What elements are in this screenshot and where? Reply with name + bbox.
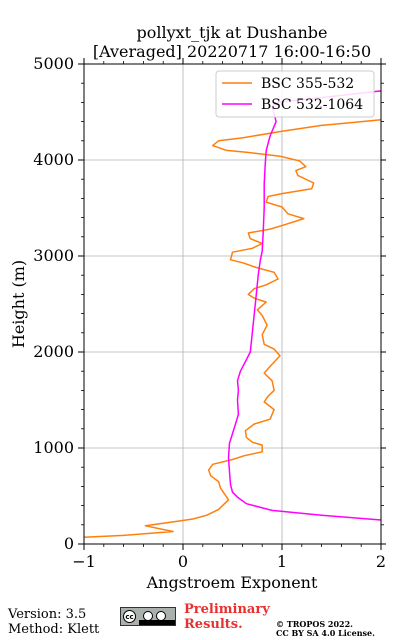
legend-box — [215, 70, 375, 118]
legend-label-bsc-532-1064: BSC 532-1064 — [261, 97, 363, 113]
y-tick-label: 1000 — [33, 438, 74, 457]
preliminary-line-2: Results. — [184, 617, 243, 632]
x-tick-label: −1 — [72, 552, 96, 571]
series-line-bsc-355-532 — [83, 118, 382, 539]
legend: BSC 355-532 BSC 532-1064 — [215, 70, 375, 118]
grid — [84, 64, 381, 544]
x-tick-label: 2 — [376, 552, 386, 571]
copyright-notice: © TROPOS 2022. CC BY SA 4.0 License. — [276, 620, 375, 638]
y-tick-label: 2000 — [33, 342, 74, 361]
preliminary-notice: Preliminary Results. — [184, 602, 270, 632]
series-line-bsc-532-1064 — [227, 90, 382, 521]
y-axis-label: Height (m) — [9, 260, 28, 348]
x-axis-label: Angstroem Exponent — [146, 573, 318, 592]
preliminary-line-1: Preliminary — [184, 602, 270, 617]
chart-title: pollyxt_tjk at Dushanbe — [136, 23, 327, 42]
method-text: Method: Klett — [8, 622, 100, 637]
license-strip — [139, 620, 175, 625]
y-tick-label: 0 — [64, 534, 74, 553]
y-tick-label: 5000 — [33, 54, 74, 73]
plot-frame — [83, 63, 382, 545]
chart: pollyxt_tjk at Dushanbe [Averaged] 20220… — [9, 23, 386, 592]
version-text: Version: 3.5 — [8, 607, 87, 622]
y-tick-label: 4000 — [33, 150, 74, 169]
copyright-line-2: CC BY SA 4.0 License. — [276, 628, 375, 638]
cc-license-logo: cc — [120, 607, 176, 626]
copyright-line-1: © TROPOS 2022. — [276, 619, 353, 629]
x-tick-label: 0 — [178, 552, 188, 571]
cc-icon: cc — [123, 610, 136, 623]
x-tick-label: 1 — [277, 552, 287, 571]
chart-subtitle: [Averaged] 20220717 16:00-16:50 — [93, 42, 371, 61]
y-tick-label: 3000 — [33, 246, 74, 265]
legend-label-bsc-355-532: BSC 355-532 — [261, 76, 354, 92]
series-lines — [83, 90, 382, 539]
